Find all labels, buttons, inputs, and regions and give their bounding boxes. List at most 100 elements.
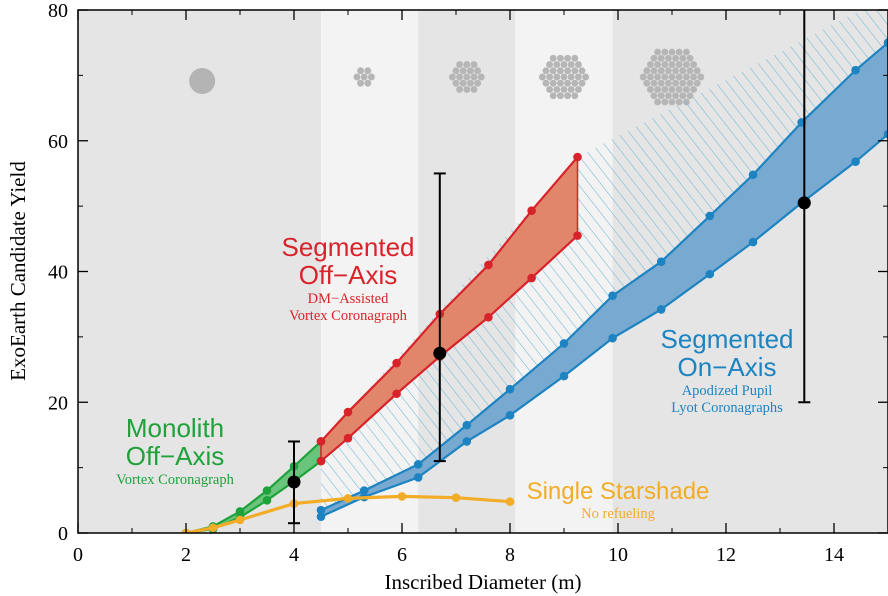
segment (571, 79, 579, 87)
segment (664, 79, 672, 87)
x-tick-label: 2 (181, 544, 191, 566)
segment (654, 86, 662, 93)
segmented_on_axis-upper-point (316, 505, 326, 515)
segmented_on_axis-upper-point (748, 170, 758, 180)
segment (661, 98, 669, 106)
segment (357, 79, 365, 87)
segment (556, 79, 564, 87)
segment (459, 67, 467, 75)
segment (668, 73, 676, 81)
segment (564, 54, 572, 62)
x-tick-label: 0 (73, 544, 83, 566)
segment (549, 79, 557, 87)
segment (556, 92, 564, 100)
segment (664, 54, 672, 62)
label-starshade-sub: No refueling (581, 506, 655, 522)
y-tick-label: 60 (48, 131, 68, 153)
segmented_on_axis-lower-point (462, 437, 472, 446)
segment (654, 48, 662, 56)
segment (679, 79, 687, 87)
segment (567, 73, 575, 81)
segment (643, 67, 651, 75)
segmented_off_axis-lower-point (343, 433, 353, 443)
monolith-upper-point (235, 507, 245, 516)
segment (654, 73, 662, 81)
segment (560, 86, 568, 93)
label-onaxis-sub1: Apodized Pupil (682, 383, 773, 399)
x-tick-label: 4 (289, 544, 299, 566)
segment (546, 73, 554, 81)
segment (470, 61, 478, 68)
segmented_on_axis-lower-point (608, 333, 617, 343)
segment (353, 73, 361, 81)
segment (542, 79, 550, 87)
label-onaxis-title2: On−Axis (678, 352, 777, 382)
y-tick-label: 80 (48, 0, 68, 22)
segment (650, 67, 658, 75)
segmented_on_axis-upper-point (462, 420, 472, 430)
segment (553, 86, 561, 93)
label-monolith: Monolith Off−Axis Vortex Coronagraph (116, 413, 234, 488)
axis-ticks: 0 2 4 6 8 10 12 14 0 20 40 60 80 (48, 0, 888, 566)
segment (646, 86, 654, 93)
label-offaxis-sub1: DM−Assisted (308, 291, 389, 307)
segment (675, 48, 683, 56)
label-monolith-title2: Off−Axis (126, 441, 225, 471)
segmented_on_axis-lower-point (851, 157, 860, 166)
segment (560, 73, 568, 81)
segment (668, 86, 676, 93)
segment (463, 61, 471, 68)
segment (682, 86, 690, 93)
segment (477, 73, 485, 81)
segmented_on_axis-upper-point (851, 65, 860, 75)
segmented_on_axis-upper-point (705, 211, 715, 221)
segment (567, 86, 575, 93)
segmented_off_axis-upper-point (316, 437, 326, 446)
segment (542, 67, 550, 75)
segmented_on_axis-upper-point (505, 384, 515, 394)
segment (578, 79, 586, 87)
segment (661, 48, 669, 56)
segment (452, 67, 460, 75)
segment (553, 61, 561, 68)
segment (654, 61, 662, 68)
label-monolith-sub1: Vortex Coronagraph (116, 472, 234, 488)
segment (364, 67, 372, 75)
segment (466, 67, 474, 75)
segmented_on_axis-lower-point (559, 371, 569, 381)
segment (574, 61, 582, 68)
segment (360, 73, 368, 81)
aperture-icons (189, 48, 705, 106)
single_starshade-point (505, 497, 515, 506)
single_starshade-point (235, 515, 245, 525)
segment (452, 79, 460, 87)
segmented_on_axis-lower-point (883, 129, 888, 139)
segment (650, 54, 658, 62)
segment (646, 73, 654, 81)
y-tick-label: 40 (48, 262, 68, 284)
segment (459, 79, 467, 87)
segment (668, 48, 676, 56)
segment (686, 67, 694, 75)
segment (571, 92, 579, 100)
segment (571, 54, 579, 62)
segment (367, 73, 375, 81)
segment (686, 54, 694, 62)
segment (556, 67, 564, 75)
segment (556, 54, 564, 62)
segmented_off_axis-upper-point (573, 152, 582, 162)
single_starshade-point (208, 523, 218, 533)
segment (664, 67, 672, 75)
error-bar-mean-point (797, 196, 811, 210)
label-segmented-off-axis: Segmented Off−Axis DM−Assisted Vortex Co… (282, 232, 415, 324)
label-offaxis-title1: Segmented (282, 232, 415, 262)
segment (668, 98, 676, 106)
segmented-aperture-icon-4 (639, 48, 705, 106)
segment (567, 61, 575, 68)
segmented_on_axis-upper-point (608, 291, 617, 300)
segment (650, 92, 658, 100)
segment (564, 67, 572, 75)
segment (639, 73, 647, 81)
segment (474, 67, 482, 75)
segment (690, 61, 698, 68)
